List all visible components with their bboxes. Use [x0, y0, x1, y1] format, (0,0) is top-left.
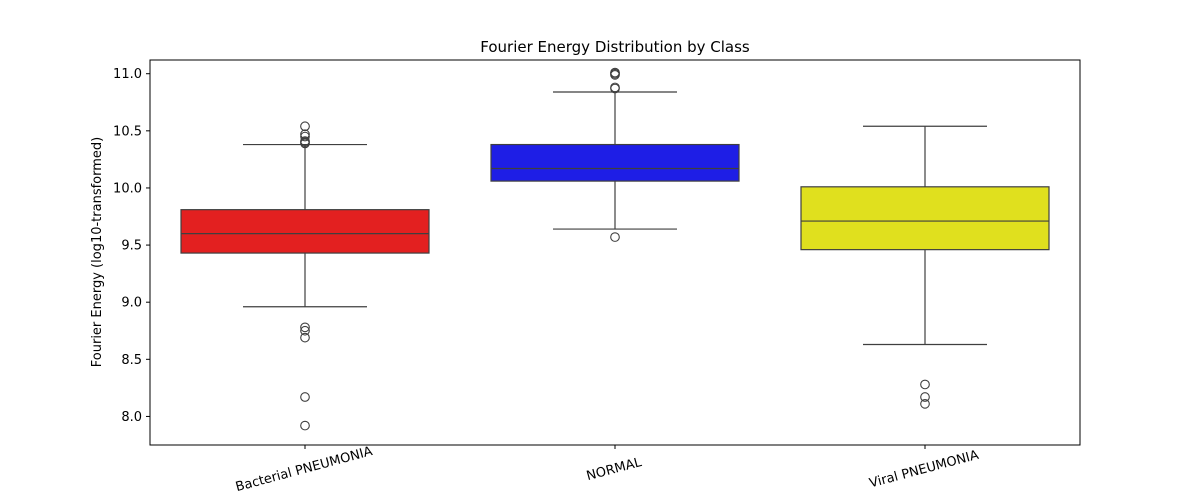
outlier-point [920, 399, 930, 409]
y-tick-label: 9.5 [121, 239, 142, 254]
y-tick-label: 10.0 [113, 181, 142, 196]
iqr-box [800, 186, 1050, 251]
box-group [490, 67, 740, 242]
y-tick-label: 10.5 [113, 124, 142, 139]
y-tick-label: 11.0 [113, 67, 142, 82]
outlier-point [610, 70, 620, 80]
box-group [180, 121, 430, 431]
outlier-point [300, 322, 310, 333]
chart-title: Fourier Energy Distribution by Class [480, 38, 750, 56]
outlier-point [610, 232, 620, 242]
outlier-point [300, 325, 310, 336]
x-tick-label: Viral PNEUMONIA [868, 448, 981, 492]
y-tick-label: 8.0 [121, 410, 142, 425]
plot-area [180, 67, 1050, 431]
x-tick-label: Bacterial PNEUMONIA [234, 444, 374, 495]
outlier-point [300, 121, 310, 132]
x-axis: Bacterial PNEUMONIA NORMAL Viral PNEUMONIA [234, 444, 980, 495]
x-tick-label: NORMAL [585, 455, 644, 484]
outlier-point [920, 379, 930, 390]
y-tick-label: 8.5 [121, 353, 142, 368]
outlier-point [920, 392, 930, 402]
outlier-point [610, 83, 620, 94]
outlier-point [300, 392, 310, 402]
iqr-box [180, 209, 430, 254]
outlier-point [300, 332, 310, 343]
y-tick-label: 9.0 [121, 296, 142, 311]
box-group [800, 125, 1050, 409]
y-axis: 8.0 8.5 9.0 9.5 10.0 10.5 11.0 [113, 67, 150, 425]
iqr-box [490, 143, 740, 182]
outlier-point [300, 131, 310, 142]
outlier-point [300, 138, 310, 149]
y-axis-label: Fourier Energy (log10-transformed) [90, 137, 105, 367]
outlier-point [300, 420, 310, 431]
